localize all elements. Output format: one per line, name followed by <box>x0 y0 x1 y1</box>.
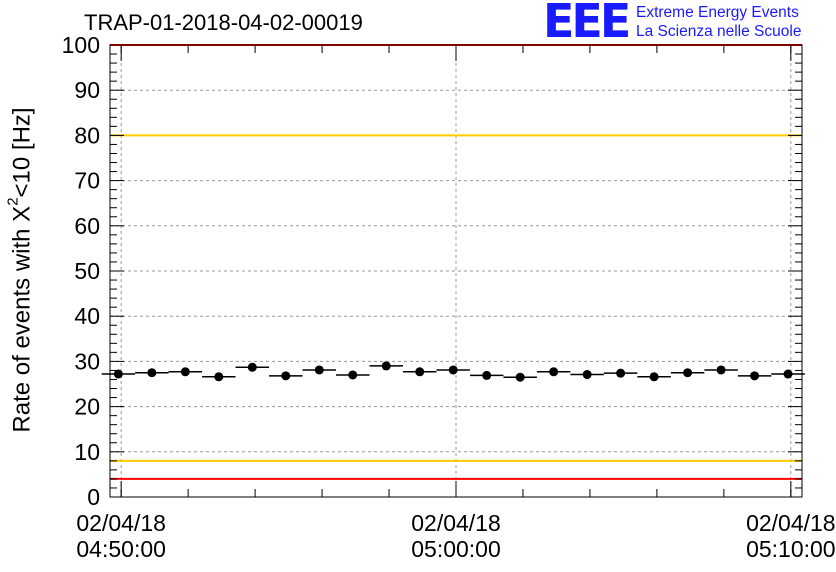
y-axis-label: Rate of events with X2<10 [Hz] <box>4 107 37 433</box>
data-point <box>269 371 303 381</box>
y-tick-label: 60 <box>74 213 100 239</box>
y-tick-label: 10 <box>74 439 100 465</box>
x-tick-date: 02/04/18 <box>411 510 501 536</box>
y-tick-label: 40 <box>74 303 100 329</box>
data-point <box>603 368 638 378</box>
data-point <box>469 370 504 380</box>
data-point <box>670 368 705 378</box>
data-points <box>101 361 805 382</box>
point-marker <box>515 372 525 382</box>
data-point <box>235 362 270 372</box>
point-marker <box>214 372 224 382</box>
point-marker <box>716 365 726 375</box>
logo-line-2: La Scienza nelle Scuole <box>636 23 802 40</box>
point-marker <box>147 368 157 378</box>
y-tick-label: 70 <box>74 168 100 194</box>
y-tick-label: 100 <box>62 32 100 58</box>
point-marker <box>415 367 425 377</box>
data-point <box>771 369 805 379</box>
y-axis: 0 10 20 30 40 50 60 70 80 90 100 <box>62 32 802 510</box>
x-tick-date: 02/04/18 <box>76 510 166 536</box>
data-point <box>570 370 604 380</box>
y-axis-label-superscript: 2 <box>4 197 22 206</box>
x-tick-date: 02/04/18 <box>746 510 836 536</box>
y-axis-label-suffix: <10 [Hz] <box>8 107 36 198</box>
point-marker <box>783 369 793 379</box>
data-point <box>168 367 203 377</box>
x-tick-time: 05:10:00 <box>746 536 836 562</box>
data-point <box>369 361 403 371</box>
x-tick-time: 04:50:00 <box>76 536 166 562</box>
data-point <box>436 365 470 375</box>
point-marker <box>649 372 659 382</box>
x-tick-time: 05:00:00 <box>411 536 501 562</box>
y-tick-label: 0 <box>87 484 100 510</box>
point-marker <box>247 362 257 372</box>
point-marker <box>616 368 626 378</box>
point-marker <box>180 367 190 377</box>
point-marker <box>113 369 123 379</box>
point-marker <box>549 367 559 377</box>
y-tick-label: 50 <box>74 258 100 284</box>
y-tick-label: 90 <box>74 77 100 103</box>
data-point <box>302 365 337 375</box>
data-point <box>704 365 738 375</box>
point-marker <box>582 370 592 380</box>
data-point <box>503 372 537 382</box>
data-point <box>336 370 370 380</box>
logo-line-1: Extreme Energy Events <box>636 4 799 21</box>
y-axis-label-text: Rate of events with X <box>8 205 36 433</box>
point-marker <box>381 361 391 371</box>
data-point <box>202 372 236 382</box>
grid-lines <box>110 45 802 497</box>
point-marker <box>448 365 458 375</box>
point-marker <box>348 370 358 380</box>
data-point <box>637 372 671 382</box>
y-tick-label: 30 <box>74 348 100 374</box>
data-point <box>101 369 136 379</box>
eee-logo: EEE <box>543 0 631 48</box>
point-marker <box>314 365 324 375</box>
x-axis: 02/04/1804:50:0002/04/1805:00:0002/04/18… <box>76 45 836 562</box>
run-title: TRAP-01-2018-04-02-00019 <box>84 10 363 35</box>
data-point <box>536 367 571 377</box>
point-marker <box>482 370 492 380</box>
point-marker <box>683 368 693 378</box>
data-point <box>402 367 437 377</box>
data-point <box>737 371 772 381</box>
y-tick-label: 80 <box>74 122 100 148</box>
point-marker <box>281 371 291 381</box>
logo-text: Extreme Energy Events La Scienza nelle S… <box>636 3 801 41</box>
point-marker <box>750 371 760 381</box>
y-tick-label: 20 <box>74 394 100 420</box>
data-point <box>135 368 169 378</box>
